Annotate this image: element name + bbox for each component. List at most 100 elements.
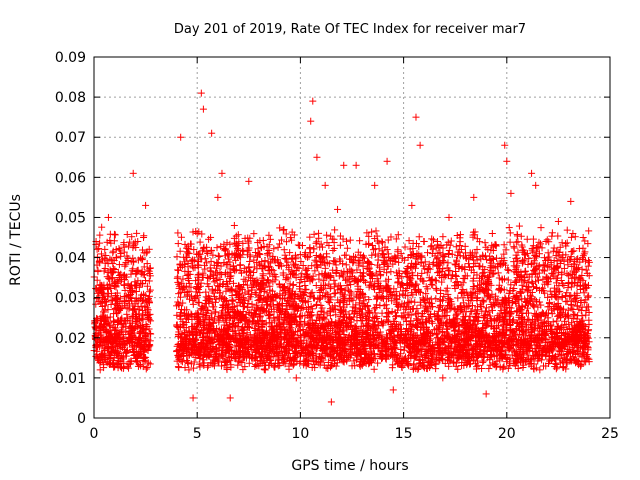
- data-point: [346, 236, 354, 244]
- data-point: [579, 234, 587, 241]
- data-point: [424, 249, 432, 257]
- data-point: [214, 193, 222, 201]
- data-point: [485, 365, 493, 373]
- data-point: [445, 213, 453, 221]
- data-point: [98, 223, 106, 231]
- data-point: [125, 242, 133, 250]
- data-point: [110, 237, 118, 245]
- data-point: [245, 177, 253, 185]
- data-point: [114, 309, 122, 317]
- data-points: [90, 89, 593, 406]
- data-point: [94, 268, 102, 276]
- data-point: [534, 276, 542, 284]
- data-point: [100, 364, 108, 372]
- data-point: [292, 374, 300, 382]
- data-point: [105, 274, 113, 282]
- data-point: [241, 363, 249, 371]
- data-point: [432, 277, 440, 285]
- data-point: [507, 189, 515, 197]
- data-point: [548, 232, 556, 240]
- data-point: [505, 266, 513, 274]
- data-point: [208, 129, 216, 137]
- data-point: [352, 161, 360, 169]
- data-point: [371, 181, 379, 189]
- data-point: [98, 302, 106, 310]
- data-point: [585, 227, 593, 235]
- data-point: [452, 261, 460, 269]
- data-point: [554, 217, 562, 225]
- data-point: [493, 254, 501, 262]
- data-point: [513, 230, 521, 238]
- data-point: [482, 390, 490, 398]
- data-point: [327, 398, 335, 406]
- data-point: [412, 113, 420, 121]
- data-point: [265, 231, 273, 239]
- data-point: [578, 312, 586, 320]
- data-point: [214, 252, 222, 260]
- data-point: [133, 323, 141, 331]
- data-point: [106, 322, 114, 330]
- chart-title: Day 201 of 2019, Rate Of TEC Index for r…: [174, 22, 526, 37]
- data-point: [447, 237, 455, 245]
- data-point: [415, 233, 423, 241]
- data-point: [176, 247, 184, 255]
- data-point: [505, 224, 513, 232]
- data-point: [226, 394, 234, 402]
- data-point: [93, 245, 101, 253]
- data-point: [528, 169, 536, 177]
- data-point: [129, 169, 137, 177]
- data-point: [177, 133, 185, 141]
- data-point: [177, 233, 185, 241]
- data-point: [230, 221, 238, 229]
- data-point: [323, 231, 331, 239]
- data-point: [432, 284, 440, 292]
- data-point: [140, 263, 148, 271]
- data-point: [479, 269, 487, 277]
- data-point: [285, 365, 293, 373]
- data-point: [305, 253, 313, 261]
- data-point: [543, 274, 551, 282]
- data-point: [189, 394, 197, 402]
- data-point: [340, 161, 348, 169]
- data-point: [315, 271, 323, 279]
- data-point: [111, 231, 119, 239]
- data-point: [116, 246, 124, 254]
- data-point: [173, 253, 181, 261]
- data-point: [115, 261, 123, 269]
- data-point: [306, 245, 314, 253]
- data-point: [326, 312, 334, 320]
- data-point: [250, 230, 258, 238]
- data-point: [384, 309, 392, 317]
- data-point: [280, 225, 288, 233]
- data-point: [521, 267, 529, 275]
- data-point: [429, 303, 437, 311]
- data-point: [218, 169, 226, 177]
- data-point: [142, 201, 150, 209]
- data-point: [537, 224, 545, 232]
- data-point: [220, 302, 228, 310]
- data-point: [174, 240, 182, 248]
- data-point: [187, 283, 195, 291]
- data-point: [239, 366, 247, 374]
- data-point: [106, 255, 114, 263]
- data-point: [416, 141, 424, 149]
- data-point: [402, 269, 410, 277]
- data-point: [433, 286, 441, 294]
- data-point: [334, 205, 342, 213]
- data-point: [174, 229, 182, 237]
- data-point: [175, 364, 183, 372]
- data-point: [506, 238, 514, 246]
- data-point: [383, 157, 391, 165]
- data-point: [201, 265, 209, 273]
- data-point: [378, 238, 386, 246]
- data-point: [307, 117, 315, 125]
- data-point: [296, 312, 304, 320]
- data-point: [197, 89, 205, 97]
- data-point: [246, 257, 254, 265]
- data-point: [585, 258, 593, 266]
- data-point: [173, 274, 181, 282]
- data-point: [146, 286, 154, 294]
- data-point: [309, 97, 317, 105]
- data-point: [121, 262, 129, 270]
